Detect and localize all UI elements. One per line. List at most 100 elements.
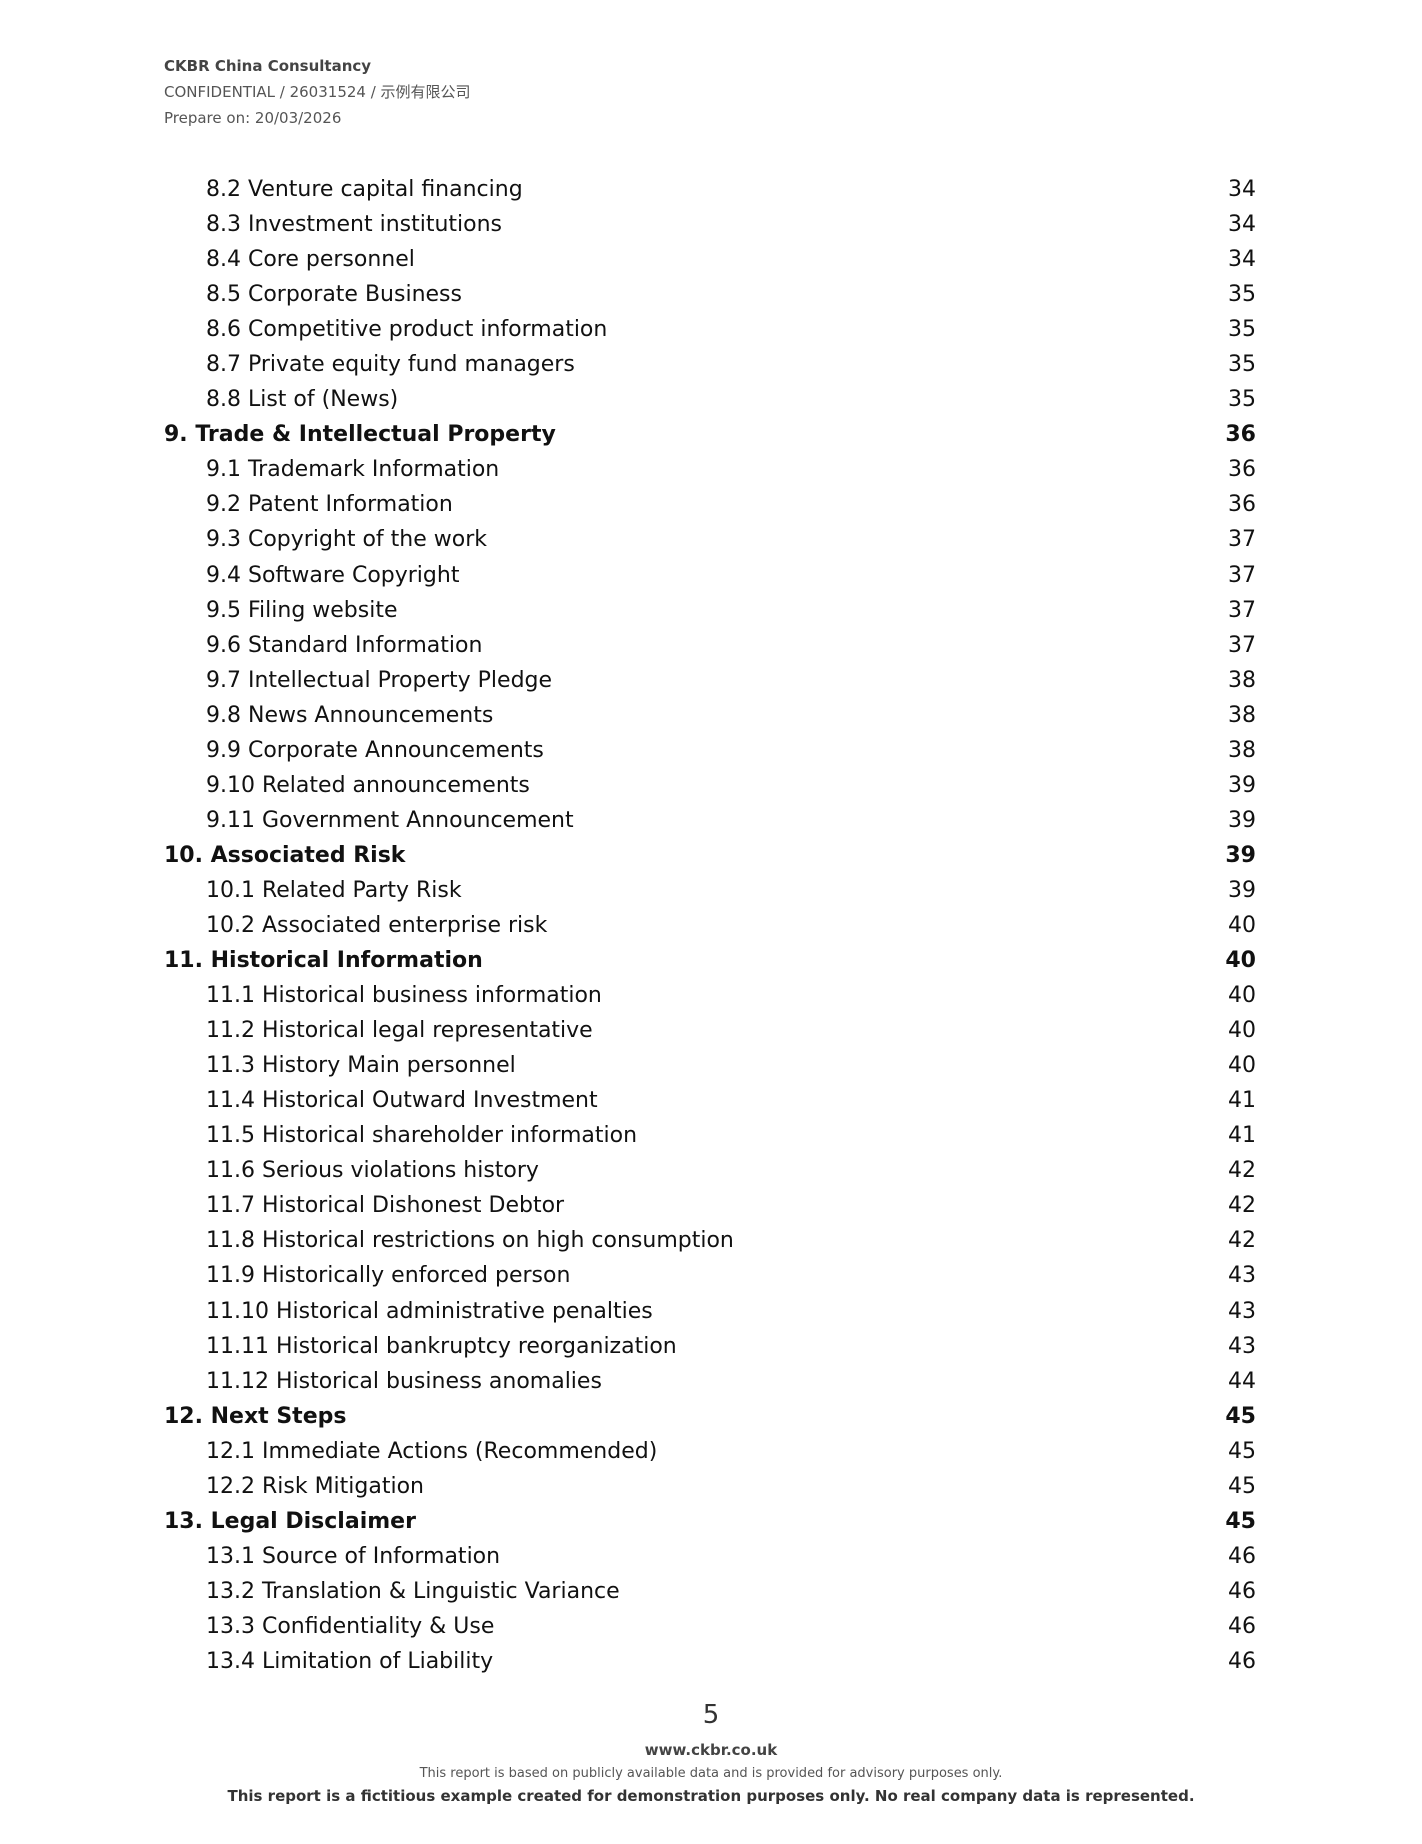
toc-title: 13.3 Confidentiality & Use: [206, 1613, 495, 1639]
toc-title: 10. Associated Risk: [164, 842, 406, 868]
toc-section[interactable]: 13. Legal Disclaimer 45: [164, 1504, 1256, 1539]
toc-page: 41: [1228, 1088, 1256, 1114]
toc-page: 34: [1228, 177, 1256, 202]
toc-entry[interactable]: 11.4 Historical Outward Investment 41: [164, 1083, 1256, 1118]
toc-page: 42: [1228, 1158, 1256, 1184]
toc-title: 10.1 Related Party Risk: [206, 877, 462, 903]
toc-page: 38: [1228, 667, 1256, 693]
toc-entry[interactable]: 12.2 Risk Mitigation 45: [164, 1469, 1256, 1504]
toc-title: 11.2 Historical legal representative: [206, 1018, 593, 1044]
toc-entry[interactable]: 8.6 Competitive product information 35: [164, 312, 1256, 347]
toc-title: 12.2 Risk Mitigation: [206, 1473, 424, 1499]
toc-entry[interactable]: 12.1 Immediate Actions (Recommended) 45: [164, 1434, 1256, 1469]
toc-entry[interactable]: 8.4 Core personnel 34: [164, 242, 1256, 277]
toc-page: 34: [1228, 212, 1256, 238]
table-of-contents: 8.2 Venture capital financing 34 8.3 Inves…: [164, 172, 1256, 1679]
toc-title: 9. Trade & Intellectual Property: [164, 422, 556, 448]
toc-entry[interactable]: 9.6 Standard Information 37: [164, 628, 1256, 663]
toc-title: 11. Historical Information: [164, 948, 483, 974]
toc-entry[interactable]: 9.2 Patent Information 36: [164, 487, 1256, 522]
company-name: CKBR China Consultancy: [164, 57, 372, 75]
toc-title: 8.3 Investment institutions: [206, 212, 503, 238]
toc-entry[interactable]: 10.1 Related Party Risk 39: [164, 873, 1256, 908]
toc-title: 11.11 Historical bankruptcy reorganizati…: [206, 1333, 677, 1359]
toc-page: 45: [1228, 1473, 1256, 1499]
website-link[interactable]: www.ckbr.co.uk: [644, 1741, 778, 1759]
toc-section[interactable]: 12. Next Steps 45: [164, 1399, 1256, 1434]
toc-title: 9.10 Related announcements: [206, 772, 530, 798]
toc-entry[interactable]: 9.4 Software Copyright 37: [164, 558, 1256, 593]
toc-entry[interactable]: 13.2 Translation & Linguistic Variance 46: [164, 1574, 1256, 1609]
toc-page: 40: [1228, 912, 1256, 938]
toc-page: 40: [1228, 983, 1256, 1009]
toc-entry[interactable]: 9.8 News Announcements 38: [164, 698, 1256, 733]
toc-entry[interactable]: 9.9 Corporate Announcements 38: [164, 733, 1256, 768]
toc-title: 11.8 Historical restrictions on high con…: [206, 1228, 734, 1254]
toc-entry[interactable]: 9.1 Trademark Information 36: [164, 452, 1256, 487]
toc-section[interactable]: 11. Historical Information 40: [164, 943, 1256, 978]
toc-entry[interactable]: 13.1 Source of Information 46: [164, 1539, 1256, 1574]
advisory-note: This report is based on publicly availab…: [419, 1766, 1003, 1781]
toc-entry[interactable]: 8.2 Venture capital financing 34: [164, 172, 1256, 207]
toc-title: 13.1 Source of Information: [206, 1543, 501, 1569]
toc-entry[interactable]: 11.12 Historical business anomalies 44: [164, 1364, 1256, 1399]
toc-entry[interactable]: 10.2 Associated enterprise risk 40: [164, 908, 1256, 943]
toc-title: 13. Legal Disclaimer: [164, 1508, 416, 1534]
toc-page: 46: [1228, 1613, 1256, 1639]
toc-title: 9.2 Patent Information: [206, 492, 453, 518]
toc-entry[interactable]: 11.2 Historical legal representative 40: [164, 1013, 1256, 1048]
prepared-date: Prepare on: 20/03/2026: [164, 109, 342, 127]
toc-page: 36: [1225, 422, 1256, 448]
toc-page: 46: [1228, 1578, 1256, 1604]
toc-title: 8.8 List of (News): [206, 387, 399, 413]
toc-entry[interactable]: 13.4 Limitation of Liability 46: [164, 1644, 1256, 1679]
toc-title: 9.1 Trademark Information: [206, 457, 500, 483]
toc-page: 39: [1228, 772, 1256, 798]
toc-entry[interactable]: 9.11 Government Announcement 39: [164, 803, 1256, 838]
toc-page: 36: [1228, 492, 1256, 518]
toc-entry[interactable]: 9.3 Copyright of the work 37: [164, 522, 1256, 557]
toc-title: 9.4 Software Copyright: [206, 562, 460, 588]
toc-entry[interactable]: 11.10 Historical administrative penaltie…: [164, 1294, 1256, 1329]
toc-entry[interactable]: 8.7 Private equity fund managers 35: [164, 347, 1256, 382]
toc-title: 9.5 Filing website: [206, 597, 398, 623]
toc-entry[interactable]: 9.5 Filing website 37: [164, 593, 1256, 628]
toc-entry[interactable]: 11.5 Historical shareholder information 4…: [164, 1118, 1256, 1153]
toc-entry[interactable]: 13.3 Confidentiality & Use 46: [164, 1609, 1256, 1644]
toc-page: 37: [1228, 562, 1256, 588]
toc-page: 39: [1225, 842, 1256, 868]
toc-entry[interactable]: 11.3 History Main personnel 40: [164, 1048, 1256, 1083]
toc-title: 9.8 News Announcements: [206, 702, 494, 728]
toc-title: 11.5 Historical shareholder information: [206, 1123, 638, 1149]
fictitious-disclaimer: This report is a fictitious example crea…: [227, 1787, 1195, 1805]
toc-title: 10.2 Associated enterprise risk: [206, 912, 548, 938]
toc-entry[interactable]: 11.7 Historical Dishonest Debtor 42: [164, 1188, 1256, 1223]
toc-title: 8.6 Competitive product information: [206, 317, 608, 343]
toc-page: 45: [1225, 1403, 1256, 1429]
toc-entry[interactable]: 11.8 Historical restrictions on high con…: [164, 1223, 1256, 1258]
toc-page: 37: [1228, 597, 1256, 623]
toc-entry[interactable]: 11.11 Historical bankruptcy reorganizati…: [164, 1329, 1256, 1364]
toc-title: 8.4 Core personnel: [206, 247, 415, 273]
toc-page: 43: [1228, 1333, 1256, 1359]
toc-title: 12.1 Immediate Actions (Recommended): [206, 1438, 658, 1464]
toc-entry[interactable]: 8.8 List of (News) 35: [164, 382, 1256, 417]
toc-entry[interactable]: 9.10 Related announcements 39: [164, 768, 1256, 803]
toc-section[interactable]: 9. Trade & Intellectual Property 36: [164, 417, 1256, 452]
toc-page: 42: [1228, 1228, 1256, 1254]
toc-title: 11.9 Historically enforced person: [206, 1263, 571, 1289]
toc-page: 35: [1228, 352, 1256, 378]
toc-title: 11.3 History Main personnel: [206, 1053, 516, 1079]
toc-entry[interactable]: 8.5 Corporate Business 35: [164, 277, 1256, 312]
toc-title: 11.6 Serious violations history: [206, 1158, 539, 1184]
toc-title: 11.12 Historical business anomalies: [206, 1368, 602, 1394]
toc-entry[interactable]: 8.3 Investment institutions 34: [164, 207, 1256, 242]
toc-page: 35: [1228, 317, 1256, 343]
toc-entry[interactable]: 11.6 Serious violations history 42: [164, 1153, 1256, 1188]
toc-page: 34: [1228, 247, 1256, 273]
toc-entry[interactable]: 11.1 Historical business information 40: [164, 978, 1256, 1013]
toc-section[interactable]: 10. Associated Risk 39: [164, 838, 1256, 873]
toc-entry[interactable]: 9.7 Intellectual Property Pledge 38: [164, 663, 1256, 698]
toc-entry[interactable]: 11.9 Historically enforced person 43: [164, 1258, 1256, 1293]
toc-page: 45: [1228, 1438, 1256, 1464]
